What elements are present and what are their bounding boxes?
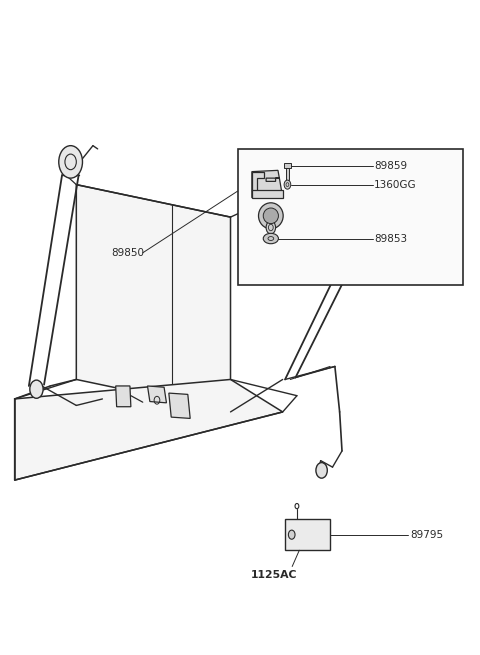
Text: 89859: 89859 — [374, 161, 408, 172]
Circle shape — [266, 221, 276, 234]
Polygon shape — [286, 168, 289, 180]
Polygon shape — [116, 386, 131, 407]
Text: 1360GG: 1360GG — [374, 179, 417, 189]
Polygon shape — [14, 379, 283, 480]
Circle shape — [284, 180, 291, 189]
Circle shape — [288, 530, 295, 539]
Text: 1125AC: 1125AC — [251, 570, 298, 580]
Circle shape — [59, 145, 83, 178]
Polygon shape — [252, 172, 264, 191]
Polygon shape — [284, 163, 291, 168]
Polygon shape — [169, 393, 190, 419]
Polygon shape — [252, 170, 283, 198]
Bar — [238, 149, 463, 286]
Ellipse shape — [259, 203, 283, 229]
Text: 89853: 89853 — [374, 234, 408, 244]
Ellipse shape — [263, 233, 278, 244]
Polygon shape — [252, 190, 283, 198]
Text: 89850: 89850 — [111, 248, 144, 258]
Circle shape — [30, 380, 43, 398]
Circle shape — [357, 190, 380, 221]
Polygon shape — [147, 386, 167, 403]
Text: 89795: 89795 — [410, 530, 443, 540]
Ellipse shape — [263, 208, 278, 223]
Circle shape — [316, 462, 327, 478]
Polygon shape — [285, 519, 330, 550]
Polygon shape — [76, 185, 230, 412]
